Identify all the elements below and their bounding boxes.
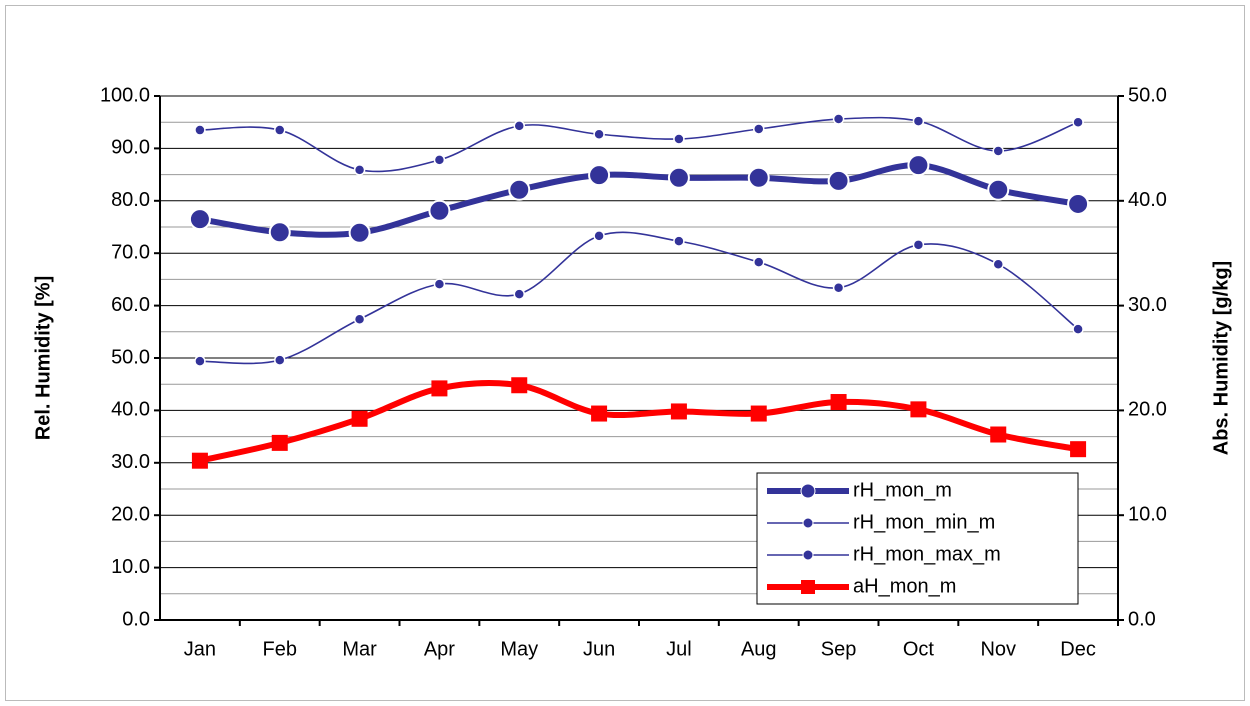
legend-marker: [802, 517, 814, 529]
marker: [348, 221, 371, 244]
y-tick-label: 50.0: [111, 346, 150, 368]
x-tick-label: Jun: [583, 638, 615, 660]
x-tick-label: Oct: [903, 638, 935, 660]
marker: [992, 258, 1004, 270]
y2-tick-label: 30.0: [1128, 294, 1167, 316]
marker: [670, 403, 687, 420]
marker: [673, 235, 685, 247]
marker: [353, 313, 366, 325]
marker: [513, 288, 525, 300]
marker: [588, 164, 611, 187]
legend-label: rH_mon_max_m: [853, 543, 1001, 565]
marker: [830, 394, 847, 411]
marker: [511, 377, 528, 394]
marker: [194, 355, 206, 367]
marker: [271, 434, 288, 451]
marker: [428, 199, 451, 222]
marker: [268, 221, 291, 244]
x-tick-label: Feb: [263, 638, 297, 660]
marker: [827, 169, 850, 192]
y-tick-label: 100.0: [100, 84, 150, 106]
x-tick-label: Apr: [424, 638, 455, 660]
y2-tick-label: 20.0: [1128, 399, 1167, 421]
series-line: [199, 116, 1079, 173]
y-tick-label: 10.0: [111, 556, 150, 578]
marker: [1072, 116, 1084, 128]
y-tick-label: 40.0: [111, 399, 150, 421]
x-tick-label: Sep: [821, 638, 857, 660]
marker: [191, 452, 208, 469]
marker: [1070, 441, 1087, 458]
series-line: [199, 231, 1079, 365]
x-tick-label: Nov: [980, 638, 1016, 660]
legend-marker: [802, 549, 814, 561]
marker: [591, 405, 608, 422]
marker: [990, 426, 1007, 443]
legend-label: rH_mon_m: [853, 479, 952, 501]
y-tick-label: 70.0: [111, 241, 150, 263]
marker: [431, 380, 448, 397]
marker: [513, 120, 525, 132]
marker: [832, 282, 845, 294]
marker: [750, 405, 767, 422]
y-tick-label: 0.0: [122, 608, 150, 630]
marker: [832, 113, 845, 125]
marker: [274, 354, 286, 366]
marker: [1067, 192, 1090, 215]
x-tick-label: Jul: [666, 638, 692, 660]
marker: [912, 115, 925, 127]
marker: [907, 154, 930, 177]
marker: [912, 239, 925, 251]
marker: [433, 154, 446, 166]
legend-label: rH_mon_min_m: [853, 511, 995, 533]
series-line: [199, 379, 1079, 464]
marker: [433, 278, 446, 290]
y2-tick-label: 0.0: [1128, 608, 1156, 630]
marker: [673, 133, 685, 145]
y2-axis-label: Abs. Humidity [g/kg]: [1210, 261, 1232, 455]
marker: [593, 230, 605, 242]
y-tick-label: 60.0: [111, 294, 150, 316]
marker: [753, 123, 765, 135]
marker: [667, 166, 690, 189]
y-tick-label: 90.0: [111, 137, 150, 159]
marker: [910, 401, 927, 418]
legend-label: aH_mon_m: [853, 575, 956, 597]
marker: [593, 128, 605, 141]
marker: [753, 256, 765, 268]
y2-tick-label: 40.0: [1128, 189, 1167, 211]
x-tick-label: Dec: [1060, 638, 1096, 660]
marker: [194, 124, 206, 136]
x-tick-label: Mar: [342, 638, 377, 660]
legend-marker: [800, 483, 816, 499]
x-tick-label: May: [500, 638, 538, 660]
marker: [353, 164, 366, 176]
marker: [188, 208, 211, 231]
y-tick-label: 30.0: [111, 451, 150, 473]
marker: [992, 145, 1004, 157]
x-tick-label: Jan: [184, 638, 216, 660]
y-axis-label: Rel. Humidity [%]: [32, 276, 54, 440]
legend-marker: [801, 580, 815, 594]
marker: [747, 166, 770, 189]
marker: [1072, 323, 1084, 335]
y-tick-label: 80.0: [111, 189, 150, 211]
y-tick-label: 20.0: [111, 503, 150, 525]
marker: [351, 410, 368, 427]
y2-tick-label: 50.0: [1128, 84, 1167, 106]
x-tick-label: Aug: [741, 638, 777, 660]
marker: [987, 178, 1010, 201]
y2-tick-label: 10.0: [1128, 503, 1167, 525]
marker: [508, 178, 531, 201]
marker: [274, 124, 286, 136]
